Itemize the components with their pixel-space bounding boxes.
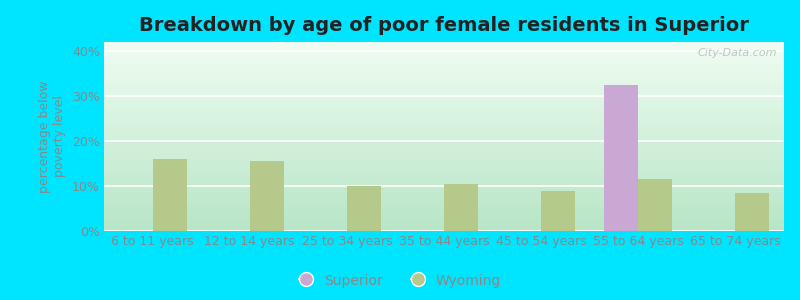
Bar [638,179,672,231]
Bar [347,186,381,231]
Bar [444,184,478,231]
Bar [153,159,186,231]
Bar [250,161,284,231]
Title: Breakdown by age of poor female residents in Superior: Breakdown by age of poor female resident… [139,16,749,35]
Bar [604,85,638,231]
Y-axis label: percentage below
poverty level: percentage below poverty level [38,80,66,193]
Bar [541,190,575,231]
Legend: Superior, Wyoming: Superior, Wyoming [294,268,506,293]
Bar [735,193,770,231]
Text: City-Data.com: City-Data.com [698,48,778,58]
